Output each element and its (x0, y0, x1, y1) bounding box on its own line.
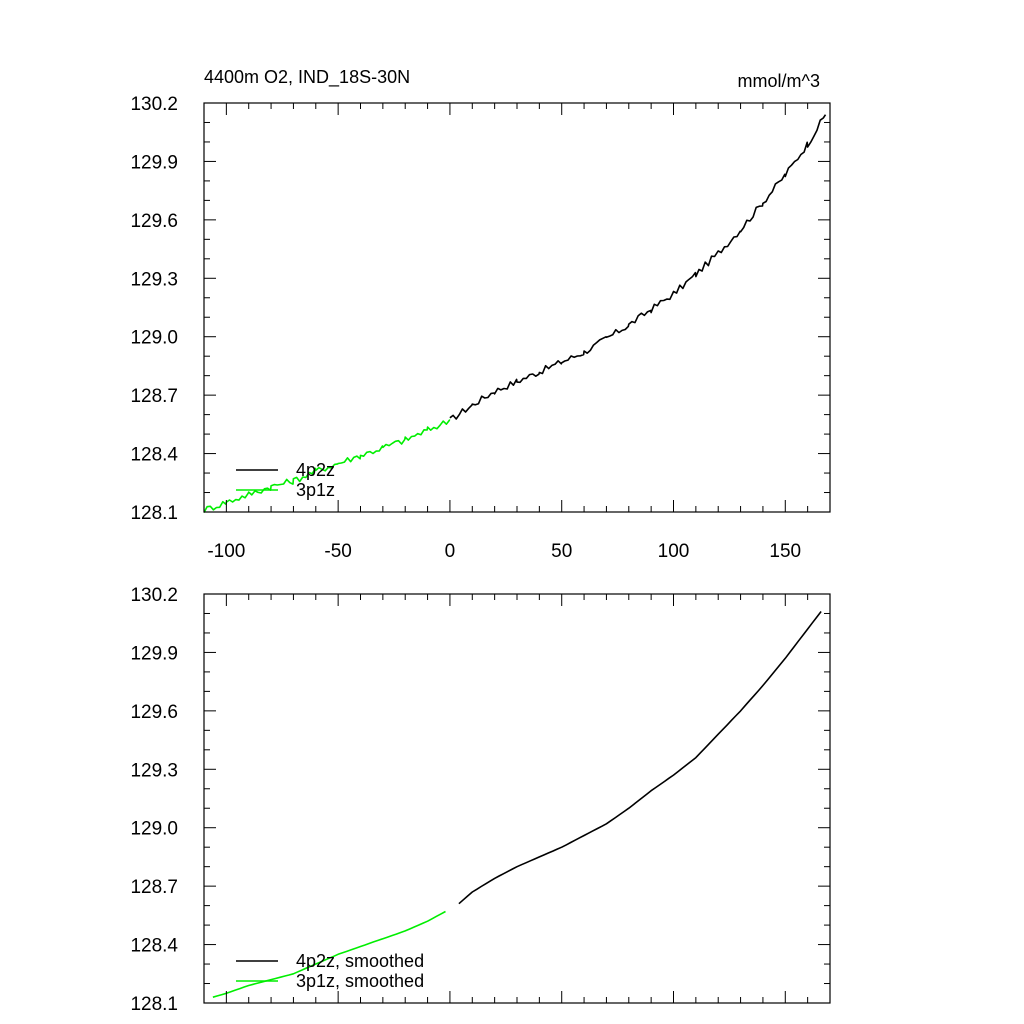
y-tick-label: 129.0 (130, 819, 178, 840)
y-tick-label: 129.3 (130, 269, 178, 290)
bottom-panel: 128.1 128.4 128.7 129.0 129.3 129.6 129.9 130.2… (130, 585, 831, 1015)
series-line-3p1z (203, 419, 451, 513)
x-tick-label: 150 (769, 541, 801, 562)
y-tick-label: 130.2 (130, 94, 178, 115)
y-tick-label: 129.9 (130, 152, 178, 173)
y-tick-label: 128.7 (130, 386, 178, 407)
y-tick-label: 129.3 (130, 760, 178, 781)
x-tick-label: -50 (324, 541, 351, 562)
legend-label: 4p2z (296, 460, 335, 480)
x-tick-label: -100 (207, 541, 245, 562)
y-tick-label: 128.4 (130, 445, 178, 466)
x-tick-label: 50 (551, 541, 572, 562)
top-panel: 128.1 128.4 128.7 129.0 129.3 129.6 129.9 130.2… (130, 67, 831, 562)
legend-label: 4p2z, smoothed (296, 951, 424, 971)
units-label: mmol/m^3 (738, 71, 820, 91)
y-tick-label: 129.9 (130, 643, 178, 664)
x-tick-label: 100 (658, 541, 690, 562)
y-tick-label: 128.4 (130, 936, 178, 957)
chart-title: 4400m O2, IND_18S-30N (204, 67, 410, 88)
x-tick-label: 0 (445, 541, 456, 562)
legend-label: 3p1z, smoothed (296, 971, 424, 991)
legend-label: 3p1z (296, 480, 335, 500)
y-tick-label: 128.1 (130, 994, 178, 1015)
y-tick-label: 129.0 (130, 328, 178, 349)
y-tick-label: 129.6 (130, 702, 178, 723)
series-line-4p2z (449, 114, 827, 420)
y-tick-label: 128.1 (130, 503, 178, 524)
y-tick-label: 130.2 (130, 585, 178, 606)
y-tick-label: 128.7 (130, 877, 178, 898)
series-line-4p2z-smoothed (458, 611, 822, 905)
y-tick-label: 129.6 (130, 211, 178, 232)
series-line-3p1z-smoothed (212, 910, 446, 998)
